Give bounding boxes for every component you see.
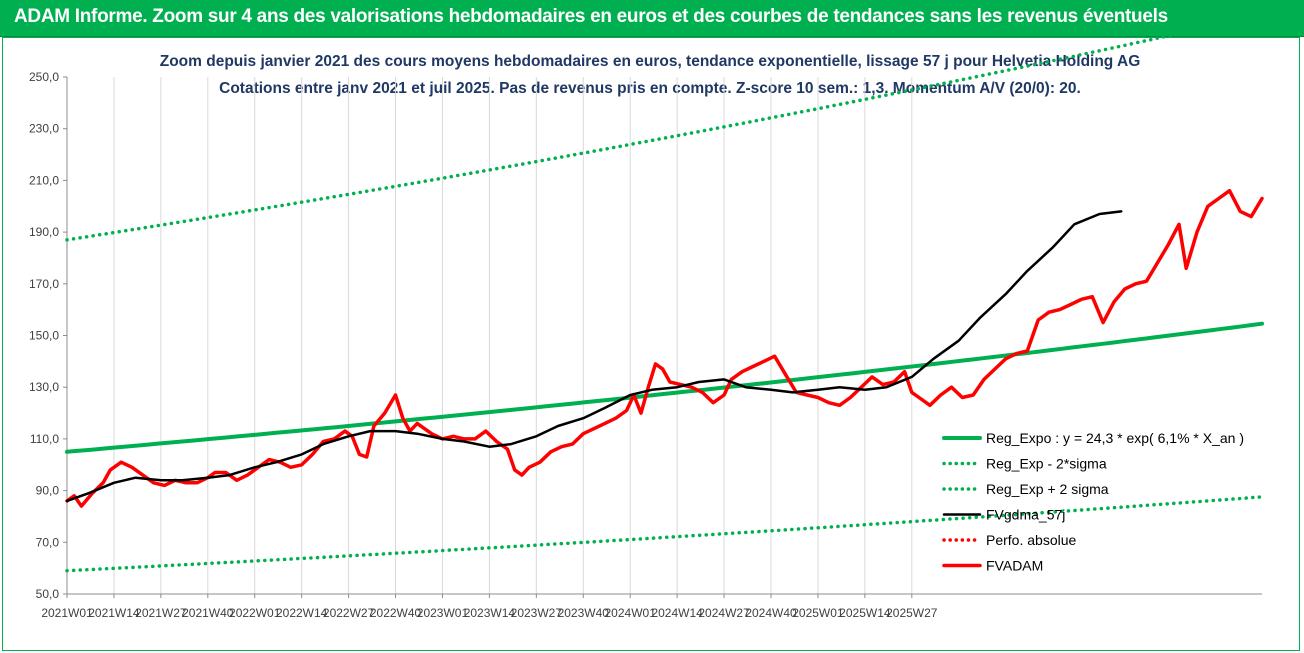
x-tick-label: 2022W01: [229, 606, 281, 620]
legend-label-reg_plus: Reg_Exp + 2 sigma: [986, 481, 1109, 497]
x-tick-label: 2022W14: [276, 606, 328, 620]
x-tick-label: 2021W27: [135, 606, 187, 620]
y-tick-label: 170,0: [29, 277, 59, 291]
chart-title: Zoom depuis janvier 2021 des cours moyen…: [160, 53, 1141, 70]
x-tick-label: 2023W01: [417, 606, 469, 620]
y-tick-label: 190,0: [29, 225, 59, 239]
series-line-reg_plus: [65, 13, 1264, 242]
y-tick-label: 230,0: [29, 122, 59, 136]
series-line-fvadam: [65, 188, 1264, 508]
y-tick-label: 90,0: [36, 484, 60, 498]
x-tick-label: 2022W40: [370, 606, 422, 620]
legend-label-fvadam: FVADAM: [986, 558, 1043, 574]
legend-label-reg_expo: Reg_Expo : y = 24,3 * exp( 6,1% * X_an ): [986, 430, 1244, 446]
x-tick-label: 2021W01: [41, 606, 93, 620]
y-tick-label: 210,0: [29, 173, 59, 187]
x-tick-label: 2024W40: [745, 606, 797, 620]
x-tick-label: 2025W01: [792, 606, 844, 620]
x-tick-label: 2024W01: [605, 606, 657, 620]
y-tick-label: 50,0: [36, 587, 60, 601]
x-tick-label: 2021W14: [88, 606, 140, 620]
y-axis-ticks: 50,0 70,0 90,0 110,0 130,0 150,0 170,0 190,0 210…: [29, 70, 67, 601]
y-tick-label: 130,0: [29, 380, 59, 394]
x-tick-label: 2025W14: [839, 606, 891, 620]
chart-series: [65, 13, 1264, 573]
y-tick-label: 110,0: [30, 432, 59, 446]
chart-subtitle: Cotations entre janv 2021 et juil 2025. …: [219, 80, 1081, 97]
x-tick-label: 2025W27: [886, 606, 938, 620]
chart-frame: [2, 37, 1300, 651]
chart-legend: Reg_Expo : y = 24,3 * exp( 6,1% * X_an )…: [942, 430, 1244, 574]
x-tick-label: 2023W14: [464, 606, 516, 620]
chart-axes: [66, 77, 1262, 595]
series-line-reg_minus: [65, 495, 1264, 573]
legend-label-reg_minus: Reg_Exp - 2*sigma: [986, 456, 1107, 472]
report-banner: ADAM Informe. Zoom sur 4 ans des valoris…: [0, 0, 1304, 37]
series-line-fvgdma: [65, 210, 1123, 503]
x-tick-label: 2024W14: [651, 606, 703, 620]
series-line-reg_expo: [65, 321, 1264, 454]
y-tick-label: 250,0: [29, 70, 59, 84]
x-axis-ticks: 2021W012021W142021W272021W402022W012022W…: [41, 594, 938, 620]
x-tick-label: 2024W27: [698, 606, 750, 620]
x-tick-label: 2023W40: [558, 606, 610, 620]
chart-gridlines: [66, 77, 913, 594]
banner-title: ADAM Informe. Zoom sur 4 ans des valoris…: [14, 6, 1168, 27]
x-tick-label: 2023W27: [511, 606, 563, 620]
legend-label-fvgdma: FVgdma_57j: [986, 507, 1065, 523]
y-tick-label: 150,0: [29, 329, 59, 343]
x-tick-label: 2022W27: [323, 606, 375, 620]
legend-label-perfo: Perfo. absolue: [986, 532, 1076, 548]
y-tick-label: 70,0: [36, 535, 60, 549]
x-tick-label: 2021W40: [182, 606, 234, 620]
